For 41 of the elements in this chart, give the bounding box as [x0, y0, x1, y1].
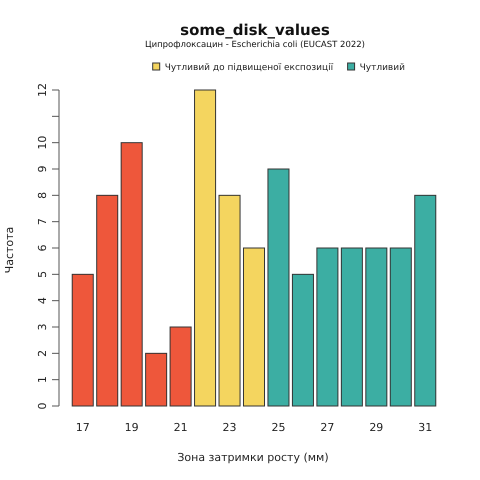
y-tick-label: 6	[36, 244, 49, 252]
y-tick-label: 2	[36, 350, 49, 357]
x-tick-label: 17	[76, 421, 90, 434]
y-axis-title: Частота	[3, 226, 16, 274]
bar	[120, 142, 143, 406]
bar	[414, 194, 436, 406]
y-tick-label: 7	[36, 218, 49, 226]
x-axis-title: Зона затримки росту (мм)	[177, 451, 329, 464]
x-tick-label: 31	[418, 421, 432, 434]
y-tick-label: 9	[36, 166, 49, 172]
bar	[194, 90, 216, 406]
bar	[365, 248, 388, 406]
bar	[267, 168, 290, 406]
chart-subtitle: Ципрофлоксацин - Escherichia coli (EUCAST 2022)	[144, 40, 366, 50]
x-tick-label: 19	[124, 421, 139, 434]
bar	[292, 274, 314, 406]
legend-label: Чутливий	[360, 63, 406, 73]
y-tick-label: 5	[36, 270, 49, 278]
bar	[316, 248, 338, 406]
x-tick-label: 23	[222, 421, 237, 434]
bar	[145, 352, 168, 406]
bar	[170, 326, 192, 406]
bar	[390, 248, 412, 406]
x-tick-label: 21	[174, 421, 188, 434]
x-tick-label: 25	[271, 421, 286, 434]
x-tick-label: 29	[369, 421, 384, 434]
y-tick-label: 1	[36, 376, 49, 384]
x-tick-label: 27	[320, 421, 334, 434]
y-tick-label: 8	[36, 192, 49, 199]
bar	[242, 248, 266, 406]
chart-title: some_disk_values	[180, 21, 330, 39]
bar	[72, 274, 94, 406]
legend-label: Чутливий до підвищеної експозиції	[164, 63, 334, 73]
bar	[340, 248, 363, 406]
y-tick-label: 3	[36, 324, 49, 330]
y-tick-label: 12	[36, 83, 49, 97]
bar	[96, 194, 118, 406]
y-tick-label: 0	[36, 402, 49, 410]
bar	[218, 194, 241, 406]
y-tick-label: 4	[36, 297, 49, 304]
y-tick-label: 10	[36, 136, 49, 150]
